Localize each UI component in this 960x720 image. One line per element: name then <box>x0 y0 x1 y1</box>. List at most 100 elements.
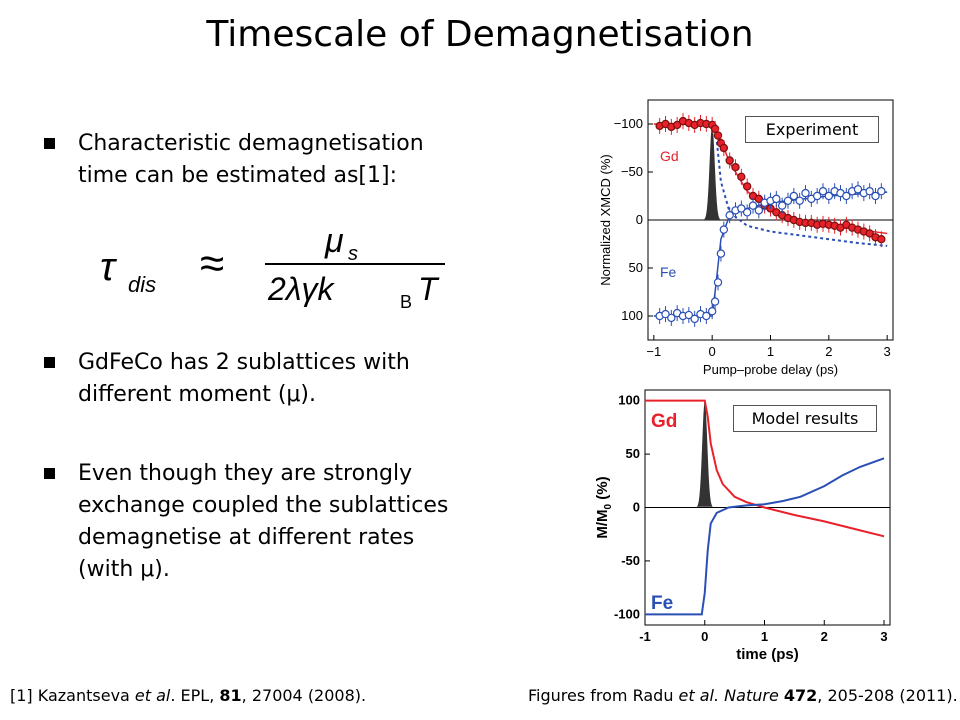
data-point-gd <box>710 124 720 133</box>
bullet-1-line-1: Characteristic demagnetisation <box>78 131 424 156</box>
data-point-gd <box>742 182 752 191</box>
formula-denominator-sub: B <box>400 292 412 310</box>
data-point-fe <box>713 278 723 287</box>
y-tick-label: 0 <box>636 212 643 227</box>
data-point-gd <box>719 143 729 153</box>
formula-numerator: μ <box>324 222 344 260</box>
data-point-fe <box>754 206 764 215</box>
slide-title: Timescale of Demagnetisation <box>206 14 754 55</box>
pump-pulse <box>696 400 713 507</box>
x-axis-label: time (ps) <box>736 646 799 663</box>
data-point-fe <box>702 311 711 321</box>
data-point-fe <box>725 210 734 220</box>
y-tick-label: -50 <box>621 553 640 568</box>
data-point-fe <box>842 191 851 201</box>
reference-footnote: [1] Kazantseva et al. EPL, 81, 27004 (20… <box>10 686 367 705</box>
data-point-fe <box>719 225 729 234</box>
experiment-label: Experiment <box>745 116 879 143</box>
series-label-gd: Gd <box>651 411 677 432</box>
data-point-fe <box>871 191 880 201</box>
data-point-gd <box>672 120 682 130</box>
data-point-gd <box>713 131 723 140</box>
experiment-chart: −1 0 1 2 3 −100 −50 0 50 100 Pump–probe delay (ps)… <box>598 99 894 377</box>
y-tick-label: 0 <box>633 500 640 515</box>
data-point-fe <box>877 186 886 196</box>
formula-lhs-sub: dis <box>128 272 156 297</box>
x-tick-label: 1 <box>761 629 768 644</box>
x-tick-label: 3 <box>884 344 891 359</box>
data-point-fe <box>707 306 717 316</box>
series-label-fe: Fe <box>660 264 677 280</box>
data-point-gd <box>725 156 734 165</box>
y-tick-label: -100 <box>614 606 640 621</box>
y-tick-label: −50 <box>621 164 643 179</box>
formula-numerator-sub: s <box>348 243 358 265</box>
data-point-fe <box>812 191 822 201</box>
data-point-gd <box>865 229 874 238</box>
y-tick-label: 50 <box>626 446 640 461</box>
data-point-fe <box>690 314 699 324</box>
data-point-fe <box>661 309 670 319</box>
bullet-3-line-4: (with μ). <box>78 557 170 582</box>
bullet-3-line-2: exchange coupled the sublattices <box>78 493 449 518</box>
bullet-2: GdFeCo has 2 sublattices with different … <box>44 347 484 411</box>
data-point-fe <box>783 196 793 206</box>
bullet-3-line-1: Even though they are strongly <box>78 461 413 486</box>
data-point-fe <box>772 194 781 204</box>
x-tick-label: 2 <box>825 344 832 359</box>
model-results-label: Model results <box>733 405 877 432</box>
y-tick-label: 100 <box>621 308 643 323</box>
data-point-fe <box>824 191 834 201</box>
series-label-fe: Fe <box>651 593 673 614</box>
bullet-1: Characteristic demagnetisation time can … <box>44 128 484 192</box>
fit-line-model <box>714 123 888 247</box>
data-point-fe <box>853 185 863 194</box>
x-tick-label: 0 <box>701 629 708 644</box>
data-point-fe <box>818 186 828 196</box>
y-axis-label: Normalized XMCD (%) <box>598 154 613 285</box>
bullet-square-icon <box>44 468 55 479</box>
formula-approx: ≈ <box>200 239 224 288</box>
data-point-fe <box>742 208 752 217</box>
bullet-1-line-2: time can be estimated as[1]: <box>78 163 397 188</box>
bullet-2-line-2: different moment (μ). <box>78 382 317 407</box>
bullet-3-line-3: demagnetise at different rates <box>78 525 415 550</box>
bullet-2-line-1: GdFeCo has 2 sublattices with <box>78 350 410 375</box>
bullet-3: Even though they are strongly exchange c… <box>44 458 504 586</box>
y-axis-label: M/M0 (%) <box>594 476 614 538</box>
formula-denominator-tail: T <box>418 271 440 307</box>
x-tick-label: 1 <box>767 344 774 359</box>
formula-lhs: τ <box>100 245 118 289</box>
data-point-fe <box>667 313 676 323</box>
model-chart: -1 0 1 2 3 100 50 0 -50 -100 time (ps) M/M0 (%) Gd Fe <box>594 389 891 663</box>
figure-credit: Figures from Radu et al. Nature 472, 205… <box>528 686 958 705</box>
y-tick-label: −100 <box>614 116 643 131</box>
data-point-fe <box>865 186 874 196</box>
data-point-gd <box>737 172 746 182</box>
data-point-fe <box>710 297 720 306</box>
x-tick-label: −1 <box>646 344 661 359</box>
x-tick-label: 0 <box>709 344 716 359</box>
data-point-fe <box>684 310 694 320</box>
formula-denominator: 2λγk <box>267 271 336 307</box>
x-tick-label: 2 <box>821 629 828 644</box>
x-tick-label: 3 <box>880 629 887 644</box>
data-point-gd <box>877 234 886 244</box>
data-point-fe <box>716 249 726 258</box>
formula: τ dis ≈ μ s 2λγk B T <box>100 222 445 310</box>
data-point-fe <box>801 188 810 198</box>
bullet-square-icon <box>44 138 55 149</box>
pump-pulse <box>704 124 721 220</box>
curve-fe <box>645 457 885 616</box>
x-axis-label: Pump–probe delay (ps) <box>703 362 838 377</box>
curve-gd <box>645 399 885 538</box>
series-label-gd: Gd <box>660 148 679 164</box>
data-point-fe <box>748 201 758 210</box>
y-tick-label: 50 <box>629 260 643 275</box>
data-point-gd <box>731 162 740 172</box>
x-tick-label: -1 <box>639 629 651 644</box>
data-point-fe <box>777 201 787 210</box>
y-tick-label: 100 <box>618 393 640 408</box>
data-point-fe <box>737 204 746 213</box>
